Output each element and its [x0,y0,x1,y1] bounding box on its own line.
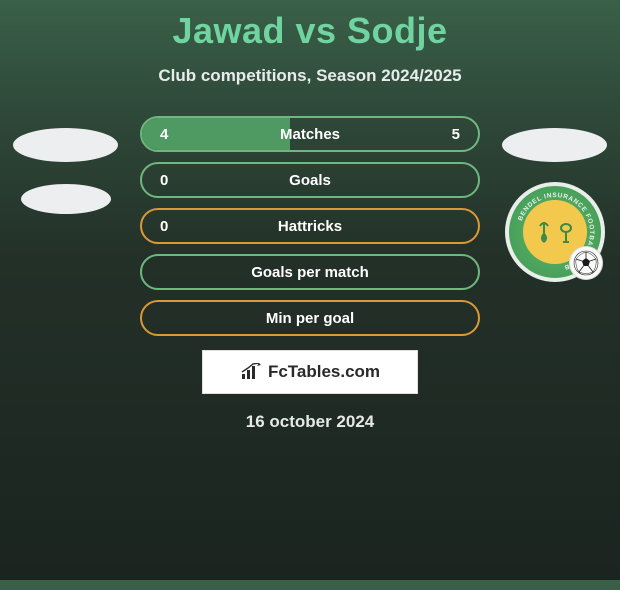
stat-label: Matches [142,126,478,143]
soccer-ball-icon [569,246,603,280]
stat-label: Goals [142,172,478,189]
page-subtitle: Club competitions, Season 2024/2025 [0,66,620,86]
watermark-text: FcTables.com [268,362,380,382]
team-logo-placeholder [502,128,607,162]
team-logo-placeholder [21,184,111,214]
stats-container: 4Matches5 0Goals 0Hattricks Goals per match… [140,116,480,336]
stat-label: Min per goal [142,310,478,327]
badge-icons [535,220,575,244]
page-title: Jawad vs Sodje [0,10,620,52]
stat-label: Goals per match [142,264,478,281]
stat-right-value: 5 [452,126,460,143]
left-team-logos [8,128,123,234]
stat-row: 4Matches5 [140,116,480,152]
infographic-date: 16 october 2024 [0,412,620,432]
team-logo-placeholder [13,128,118,162]
chart-icon [240,363,262,381]
club-badge: BENDEL INSURANCE FOOTBALL CLUB [505,182,605,282]
fctables-watermark: FcTables.com [202,350,418,394]
stat-row: 0Hattricks [140,208,480,244]
stat-row: Goals per match [140,254,480,290]
stat-label: Hattricks [142,218,478,235]
stat-row: Min per goal [140,300,480,336]
stat-row: 0Goals [140,162,480,198]
right-team-logos: BENDEL INSURANCE FOOTBALL CLUB [497,128,612,282]
